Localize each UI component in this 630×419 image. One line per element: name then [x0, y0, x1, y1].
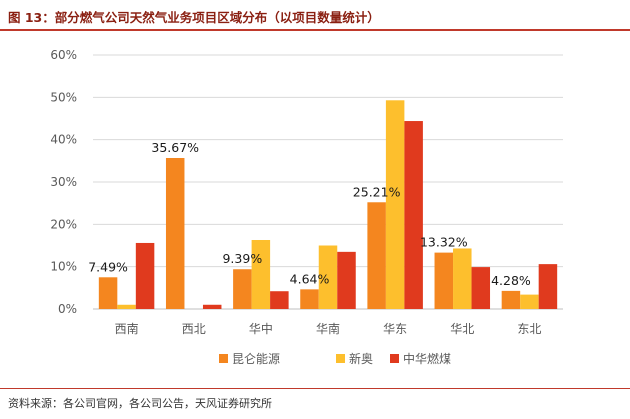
data-label: 13.32%	[420, 235, 468, 250]
bar	[501, 290, 521, 309]
y-tick-label: 20%	[50, 217, 77, 231]
bar	[385, 100, 405, 310]
y-tick-label: 0%	[58, 302, 77, 316]
source-note: 资料来源：各公司官网，各公司公告，天风证券研究所	[8, 397, 272, 410]
x-tick-label: 华东	[383, 322, 407, 336]
y-tick-label: 50%	[50, 90, 77, 104]
footer-divider	[0, 388, 630, 389]
bar	[300, 289, 319, 309]
header-divider	[0, 29, 630, 31]
x-tick-label: 华中	[249, 321, 273, 336]
bar	[318, 245, 338, 309]
legend-swatch	[219, 354, 228, 363]
legend-label: 新奥	[349, 351, 373, 366]
data-label: 9.39%	[222, 251, 262, 266]
legend: 昆仑能源 新奥 中华燃煤	[219, 351, 451, 366]
data-label: 7.49%	[88, 259, 128, 274]
legend-label: 中华燃煤	[403, 351, 451, 366]
y-tick-label: 30%	[50, 175, 77, 189]
x-tick-label: 东北	[517, 322, 541, 336]
bar	[367, 202, 386, 309]
x-tick-label: 西南	[115, 321, 139, 336]
figure-title: 图 13：部分燃气公司天然气业务项目区域分布（以项目数量统计）	[8, 10, 380, 25]
bar	[453, 248, 472, 309]
data-label-layer: 7.49% 35.67% 9.39% 4.64% 25.21% 13.32% 4.28%	[88, 140, 531, 288]
x-tick-label: 华南	[316, 321, 340, 336]
data-label: 4.28%	[491, 273, 531, 288]
bar	[165, 157, 185, 309]
legend-swatch	[336, 354, 345, 363]
axis-layer: 0% 10% 20% 30% 40% 50% 60% 西南 西北 华中 华南 华东 华北 东北	[50, 48, 541, 336]
bar-chart: 0% 10% 20% 30% 40% 50% 60% 西南 西北 华中 华南 华东 华北 东北 7.49%…	[50, 48, 563, 366]
legend-swatch	[390, 354, 399, 363]
y-tick-label: 40%	[50, 133, 77, 147]
figure-header: 图 13：部分燃气公司天然气业务项目区域分布（以项目数量统计）	[0, 0, 630, 28]
y-tick-label: 10%	[50, 260, 77, 274]
bar	[270, 291, 289, 309]
bar	[404, 121, 423, 309]
data-label: 35.67%	[151, 140, 199, 155]
x-tick-label: 华北	[450, 322, 474, 336]
bar	[471, 267, 491, 309]
bar	[117, 304, 136, 309]
bar	[135, 242, 155, 309]
bar	[202, 304, 222, 309]
bar	[251, 239, 271, 309]
bar	[233, 269, 252, 309]
legend-label: 昆仑能源	[232, 352, 280, 366]
bar	[520, 294, 539, 309]
y-tick-label: 60%	[50, 48, 77, 62]
bar	[98, 277, 118, 309]
bar	[434, 252, 454, 309]
bar	[538, 264, 558, 309]
data-label: 25.21%	[353, 184, 401, 199]
bar	[337, 251, 356, 309]
bar-layer	[98, 100, 558, 310]
data-label: 4.64%	[290, 271, 330, 286]
x-tick-label: 西北	[182, 322, 206, 336]
